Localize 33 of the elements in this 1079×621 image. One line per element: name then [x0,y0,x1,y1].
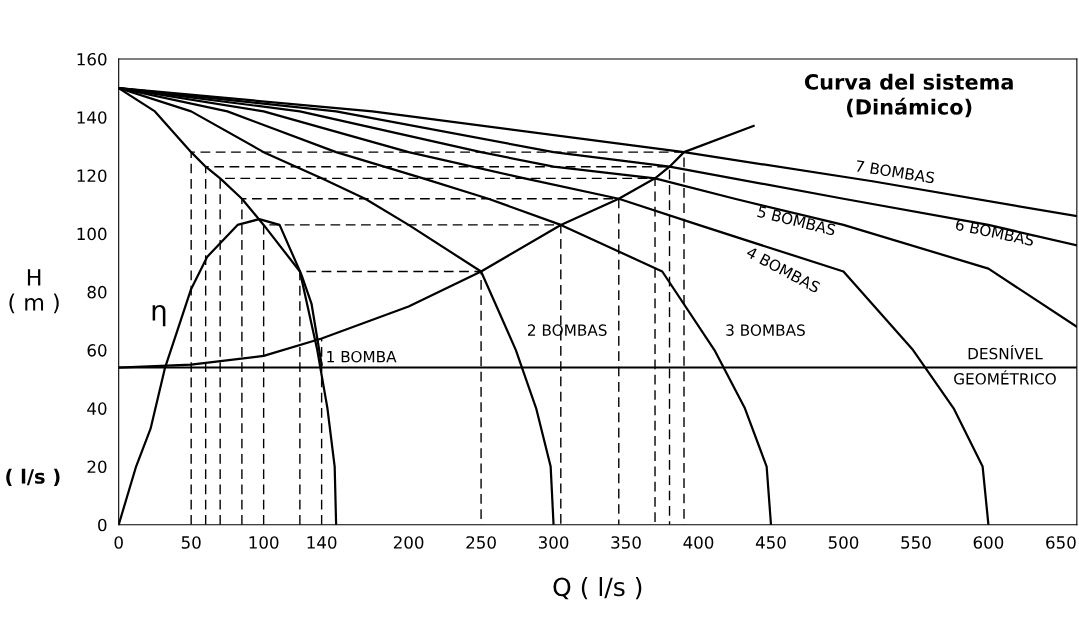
x-tick-label: 650 [1046,536,1076,549]
x-tick-label: 250 [466,536,496,549]
y-tick-label: 120 [77,169,107,182]
y-tick-label: 80 [87,285,107,299]
y-tick-label: 100 [77,227,107,241]
x-tick-label: 200 [393,536,424,549]
x-tick-label: 500 [828,536,859,549]
x-tick-label: 0 [114,536,123,549]
y-tick-label: 140 [77,111,107,124]
x-axis-title: Q ( l/s ) [553,576,642,600]
text: Curva del sistema (Dinámico) [804,73,1013,118]
text: ( l/s ) [6,468,60,487]
y-tick-label: 60 [87,344,107,357]
y-tick-label: 20 [87,460,107,474]
x-tick-label: 140 [307,536,337,549]
x-tick-label: 550 [901,536,931,549]
ref-line-label: DESNÍVEL GEOMÉTRICO [954,345,1056,385]
y-tick-label: 40 [87,402,107,415]
x-tick-label: 50 [181,536,201,549]
y-tick-label: 0 [98,518,107,532]
series-label: 2 BOMBAS [527,324,607,336]
x-tick-label: 450 [755,536,786,549]
y-tick-label: 160 [77,52,107,66]
series-label: η [152,304,166,327]
series-label: 3 BOMBAS [726,324,805,336]
x-tick-label: 300 [538,536,569,549]
series-label: 1 BOMBA [327,350,397,363]
text: 7 BOMBAS [855,159,935,184]
y-axis-title: H ( m ) [9,269,59,314]
x-tick-label: 350 [611,536,641,549]
x-tick-label: 600 [973,536,1004,549]
x-tick-label: 400 [683,536,714,549]
x-tick-label: 100 [249,536,279,549]
